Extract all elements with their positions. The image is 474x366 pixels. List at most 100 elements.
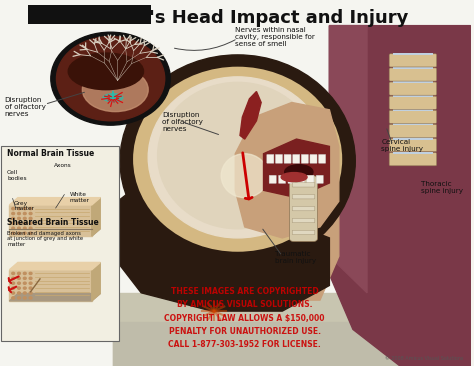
- FancyBboxPatch shape: [292, 218, 315, 223]
- Circle shape: [12, 212, 15, 214]
- Circle shape: [18, 297, 20, 299]
- Text: Axons: Axons: [54, 163, 72, 168]
- FancyBboxPatch shape: [275, 154, 283, 163]
- Circle shape: [18, 292, 20, 294]
- Text: e's Head Impact and Injury: e's Head Impact and Injury: [137, 9, 409, 27]
- FancyBboxPatch shape: [292, 230, 315, 235]
- FancyBboxPatch shape: [292, 206, 315, 211]
- Circle shape: [23, 227, 26, 229]
- Circle shape: [29, 208, 32, 210]
- Text: Disruption
of olfactory
nerves: Disruption of olfactory nerves: [5, 97, 46, 117]
- Polygon shape: [113, 183, 329, 311]
- Circle shape: [23, 232, 26, 234]
- FancyBboxPatch shape: [310, 154, 317, 163]
- Circle shape: [12, 208, 15, 210]
- Circle shape: [18, 287, 20, 289]
- Circle shape: [18, 227, 20, 229]
- Circle shape: [18, 272, 20, 274]
- Circle shape: [12, 227, 15, 229]
- FancyBboxPatch shape: [393, 137, 433, 139]
- FancyBboxPatch shape: [393, 109, 433, 111]
- Text: © 2008 Amicus Visual Solutions: © 2008 Amicus Visual Solutions: [385, 355, 464, 361]
- Circle shape: [18, 217, 20, 220]
- Circle shape: [29, 277, 32, 279]
- Circle shape: [12, 272, 15, 274]
- Text: THESE IMAGES ARE COPYRIGHTED: THESE IMAGES ARE COPYRIGHTED: [171, 287, 319, 296]
- Ellipse shape: [285, 165, 313, 179]
- Text: Grey
matter: Grey matter: [14, 201, 34, 212]
- Ellipse shape: [158, 82, 318, 229]
- Polygon shape: [92, 198, 100, 236]
- Circle shape: [12, 287, 15, 289]
- FancyBboxPatch shape: [319, 154, 326, 163]
- Polygon shape: [226, 102, 339, 300]
- FancyBboxPatch shape: [393, 53, 433, 55]
- Circle shape: [51, 32, 170, 125]
- Ellipse shape: [134, 68, 341, 251]
- Ellipse shape: [103, 94, 123, 102]
- Circle shape: [12, 297, 15, 299]
- Circle shape: [29, 232, 32, 234]
- Circle shape: [18, 212, 20, 214]
- Text: Traumatic
brain injury: Traumatic brain injury: [275, 251, 317, 264]
- Polygon shape: [329, 26, 367, 293]
- FancyBboxPatch shape: [269, 175, 276, 183]
- FancyBboxPatch shape: [393, 152, 433, 154]
- Circle shape: [12, 282, 15, 284]
- Circle shape: [23, 292, 26, 294]
- Polygon shape: [9, 229, 100, 236]
- Text: Cell
bodies: Cell bodies: [7, 170, 27, 181]
- Polygon shape: [9, 198, 100, 205]
- Ellipse shape: [281, 173, 307, 182]
- FancyBboxPatch shape: [288, 175, 295, 183]
- Text: PENALTY FOR UNAUTHORIZED USE.: PENALTY FOR UNAUTHORIZED USE.: [169, 327, 321, 336]
- Circle shape: [29, 297, 32, 299]
- Circle shape: [29, 292, 32, 294]
- Ellipse shape: [278, 172, 334, 209]
- Text: Broken and damaged axons
at junction of grey and white
matter: Broken and damaged axons at junction of …: [7, 231, 83, 247]
- Polygon shape: [92, 262, 100, 301]
- FancyBboxPatch shape: [389, 124, 437, 138]
- FancyBboxPatch shape: [316, 175, 323, 183]
- Circle shape: [12, 277, 15, 279]
- Ellipse shape: [148, 77, 327, 238]
- Circle shape: [29, 222, 32, 224]
- FancyBboxPatch shape: [389, 96, 437, 109]
- Circle shape: [12, 232, 15, 234]
- Circle shape: [23, 282, 26, 284]
- FancyBboxPatch shape: [389, 68, 437, 81]
- Circle shape: [12, 222, 15, 224]
- FancyBboxPatch shape: [393, 81, 433, 83]
- FancyBboxPatch shape: [389, 82, 437, 95]
- Text: Nerves within nasal
cavity, responsible for
sense of smell: Nerves within nasal cavity, responsible …: [235, 27, 315, 48]
- Text: CALL 1-877-303-1952 FOR LICENSE.: CALL 1-877-303-1952 FOR LICENSE.: [168, 340, 321, 349]
- Polygon shape: [9, 205, 92, 236]
- FancyBboxPatch shape: [113, 322, 471, 366]
- FancyBboxPatch shape: [297, 175, 304, 183]
- Polygon shape: [329, 26, 471, 366]
- Text: White
matter: White matter: [70, 192, 90, 203]
- Circle shape: [23, 212, 26, 214]
- Text: BY AMICUS VISUAL SOLUTIONS.: BY AMICUS VISUAL SOLUTIONS.: [177, 300, 312, 310]
- FancyBboxPatch shape: [292, 183, 315, 187]
- Polygon shape: [235, 102, 339, 238]
- Text: Normal Brain Tissue: Normal Brain Tissue: [7, 149, 94, 158]
- Circle shape: [23, 272, 26, 274]
- Circle shape: [18, 208, 20, 210]
- FancyBboxPatch shape: [389, 54, 437, 67]
- Polygon shape: [9, 270, 92, 301]
- FancyBboxPatch shape: [284, 154, 291, 163]
- Polygon shape: [240, 92, 261, 139]
- Circle shape: [23, 222, 26, 224]
- FancyBboxPatch shape: [389, 138, 437, 152]
- FancyBboxPatch shape: [28, 5, 151, 24]
- Ellipse shape: [221, 154, 268, 198]
- FancyBboxPatch shape: [267, 154, 274, 163]
- Ellipse shape: [68, 53, 144, 90]
- Circle shape: [23, 208, 26, 210]
- FancyBboxPatch shape: [393, 95, 433, 97]
- Ellipse shape: [82, 68, 148, 112]
- FancyBboxPatch shape: [389, 153, 437, 166]
- FancyBboxPatch shape: [393, 123, 433, 126]
- Text: Sheared Brain Tissue: Sheared Brain Tissue: [7, 218, 99, 227]
